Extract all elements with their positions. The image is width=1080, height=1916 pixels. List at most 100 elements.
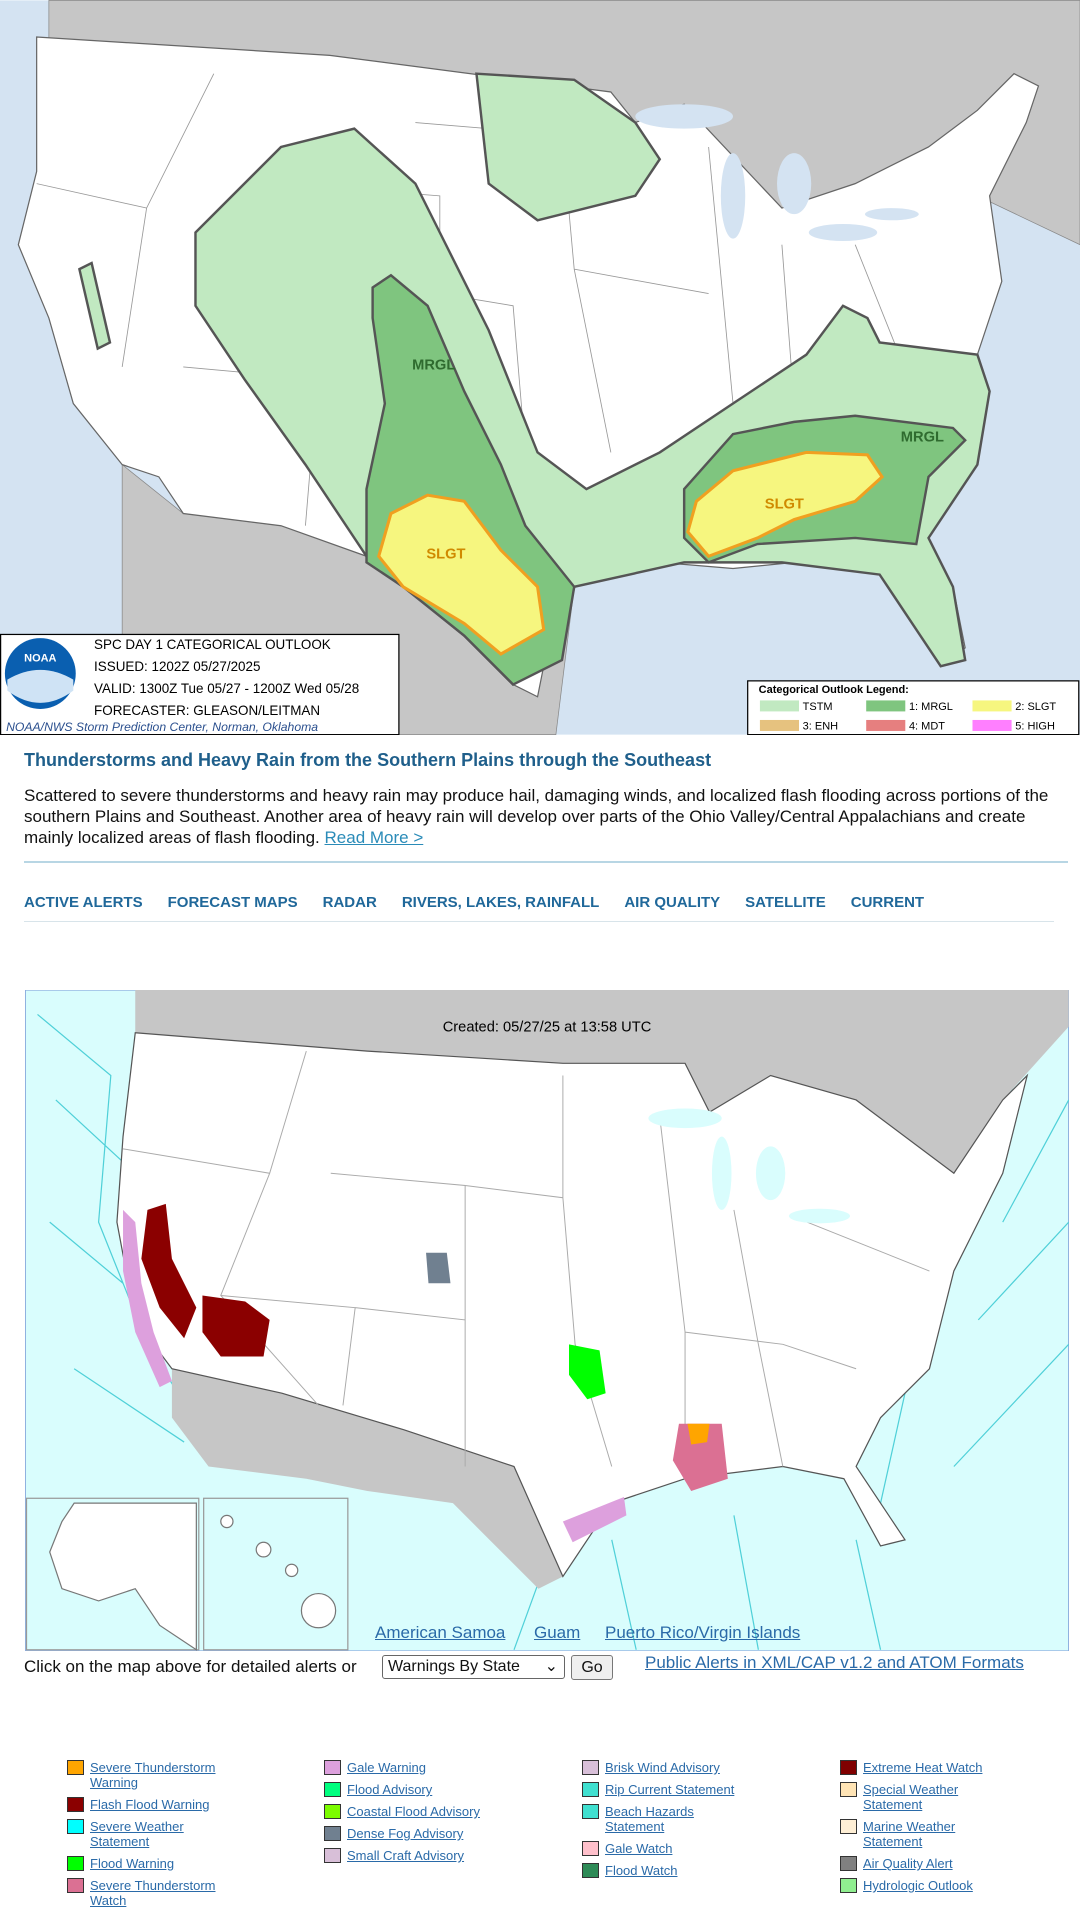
select-value: Warnings By State xyxy=(388,1658,520,1675)
legend-link[interactable]: Flood Watch xyxy=(605,1863,678,1878)
nav-bar: ACTIVE ALERTS FORECAST MAPS RADAR RIVERS, L… xyxy=(24,894,924,911)
dropdown-arrow: ⌄ xyxy=(544,1658,558,1675)
outlook-credit: NOAA/NWS Storm Prediction Center, Norman… xyxy=(6,720,318,734)
legend-link[interactable]: Hydrologic Outlook xyxy=(863,1878,973,1893)
legend-column: Gale Warning Flood Advisory Coastal Flood … xyxy=(324,1760,494,1870)
summary: Scattered to severe thunderstorms and he… xyxy=(24,785,1064,848)
legend-link[interactable]: Dense Fog Advisory xyxy=(347,1826,464,1841)
legend-column: Severe Thunderstorm Warning Flash Flood W… xyxy=(67,1760,237,1915)
legend-link[interactable]: Gale Watch xyxy=(605,1841,673,1856)
lakes xyxy=(648,1108,851,1224)
legend-label: 2: SLGT xyxy=(1015,701,1056,713)
territory-link[interactable]: Puerto Rico/Virgin Islands xyxy=(605,1623,801,1642)
legend-link[interactable]: Air Quality Alert xyxy=(863,1856,953,1871)
territory-link[interactable]: American Samoa xyxy=(375,1623,506,1642)
legend-item: Beach Hazards Statement xyxy=(582,1804,752,1834)
legend-item: Flash Flood Warning xyxy=(67,1797,237,1812)
legend-item: Small Craft Advisory xyxy=(324,1848,494,1863)
outlook-title: SPC DAY 1 CATEGORICAL OUTLOOK xyxy=(94,637,331,652)
nav-link[interactable]: RADAR xyxy=(322,894,377,911)
legend-swatch xyxy=(866,719,906,731)
legend-link[interactable]: Severe Thunderstorm Watch xyxy=(90,1878,216,1908)
legend-link[interactable]: Flood Warning xyxy=(90,1856,175,1871)
legend-swatch xyxy=(759,700,800,712)
legend-column: Extreme Heat Watch Special Weather Statem… xyxy=(840,1760,1010,1900)
legend-item: Marine Weather Statement xyxy=(840,1819,1010,1849)
area-label: MRGL xyxy=(412,357,455,373)
outlook-valid: VALID: 1300Z Tue 05/27 - 1200Z Wed 05/28 xyxy=(94,681,359,696)
legend-swatch xyxy=(67,1760,84,1775)
area-label: SLGT xyxy=(426,547,465,563)
read-more[interactable]: Read More > xyxy=(324,828,424,847)
legend-swatch xyxy=(324,1848,341,1863)
legend-link[interactable]: Coastal Flood Advisory xyxy=(347,1804,480,1819)
legend-swatch xyxy=(324,1782,341,1797)
legend-link[interactable]: Brisk Wind Advisory xyxy=(605,1760,720,1775)
legend-link[interactable]: Marine Weather Statement xyxy=(863,1819,956,1849)
legend-link[interactable]: Severe Weather Statement xyxy=(90,1819,184,1849)
legend-link[interactable]: Special Weather Statement xyxy=(863,1782,959,1812)
nav-link[interactable]: AIR QUALITY xyxy=(624,894,721,911)
info-text: SPC DAY 1 CATEGORICAL OUTLOOK ISSUED: 12… xyxy=(94,637,359,718)
legend-label: 5: HIGH xyxy=(1015,721,1055,733)
legend-swatch xyxy=(972,700,1012,712)
nav-link[interactable]: SATELLITE xyxy=(745,894,826,911)
legend-link[interactable]: Extreme Heat Watch xyxy=(863,1760,983,1775)
outlook-map[interactable]: MRGL SLGT MRGL SLGT NOAA SPC DAY 1 CATEG… xyxy=(0,0,1080,735)
lakes xyxy=(635,104,919,242)
legend-label: TSTM xyxy=(803,701,833,713)
go-button[interactable]: Go xyxy=(571,1655,613,1680)
slgt-area xyxy=(377,450,885,656)
alerts-map[interactable]: Created: 05/27/25 at 13:58 UTC xyxy=(25,990,1069,1651)
legend-item: Gale Warning xyxy=(324,1760,494,1775)
legend-swatch xyxy=(67,1856,84,1871)
legend-link[interactable]: Severe Thunderstorm Warning xyxy=(90,1760,216,1790)
outlook-issued: ISSUED: 1202Z 05/27/2025 xyxy=(94,659,260,674)
area-label: SLGT xyxy=(765,497,804,513)
legend-swatch xyxy=(840,1760,857,1775)
legend-swatch xyxy=(840,1878,857,1893)
legend-link[interactable]: Gale Warning xyxy=(347,1760,426,1775)
legend-swatch xyxy=(582,1841,599,1856)
nav-link[interactable]: FORECAST MAPS xyxy=(167,894,298,911)
summary-text: Scattered to severe thunderstorms and he… xyxy=(24,786,1049,847)
nav-link[interactable]: ACTIVE ALERTS xyxy=(24,894,143,911)
legend-item: Air Quality Alert xyxy=(840,1856,1010,1871)
legend-swatch xyxy=(840,1856,857,1871)
legend-swatch xyxy=(582,1804,599,1819)
legend-link[interactable]: Beach Hazards Statement xyxy=(605,1804,694,1834)
legend-item: Coastal Flood Advisory xyxy=(324,1804,494,1819)
legend-link[interactable]: Rip Current Statement xyxy=(605,1782,735,1797)
territory-link[interactable]: Guam xyxy=(534,1623,581,1642)
legend-label: 3: ENH xyxy=(803,721,838,733)
legend-link[interactable]: Flash Flood Warning xyxy=(90,1797,210,1812)
legend-swatch xyxy=(972,719,1012,731)
legend-item: Severe Thunderstorm Warning xyxy=(67,1760,237,1790)
legend-item: Extreme Heat Watch xyxy=(840,1760,1010,1775)
nav-link[interactable]: CURRENT xyxy=(850,894,925,911)
mexico xyxy=(171,1368,563,1589)
legend-swatch xyxy=(840,1782,857,1797)
legend-swatch xyxy=(866,700,906,712)
state-select[interactable]: Warnings By State ⌄ xyxy=(382,1655,565,1679)
legend-swatch xyxy=(324,1760,341,1775)
legend-box xyxy=(747,680,1080,735)
legend-label: 1: MRGL xyxy=(909,701,953,713)
area-labels: MRGL SLGT MRGL SLGT xyxy=(412,357,944,562)
legend-swatch xyxy=(67,1797,84,1812)
legend-swatch xyxy=(840,1819,857,1834)
nav-link[interactable]: RIVERS, LAKES, RAINFALL xyxy=(401,894,600,911)
legend-link[interactable]: Flood Advisory xyxy=(347,1782,433,1797)
outlook-legend: TSTM 1: MRGL 2: SLGT 3: ENH 4: MDT 5: HIGH xyxy=(759,700,1056,733)
legend-item: Dense Fog Advisory xyxy=(324,1826,494,1841)
alert-areas xyxy=(123,1203,728,1543)
alaska xyxy=(49,1502,197,1651)
feeds-link[interactable]: Public Alerts in XML/CAP v1.2 and ATOM F… xyxy=(645,1653,1024,1672)
hawaii xyxy=(220,1514,337,1629)
legend-item: Special Weather Statement xyxy=(840,1782,1010,1812)
legend-link[interactable]: Small Craft Advisory xyxy=(347,1848,465,1863)
legend-swatch xyxy=(759,719,800,731)
legend-swatch xyxy=(582,1782,599,1797)
legend-item: Severe Thunderstorm Watch xyxy=(67,1878,237,1908)
